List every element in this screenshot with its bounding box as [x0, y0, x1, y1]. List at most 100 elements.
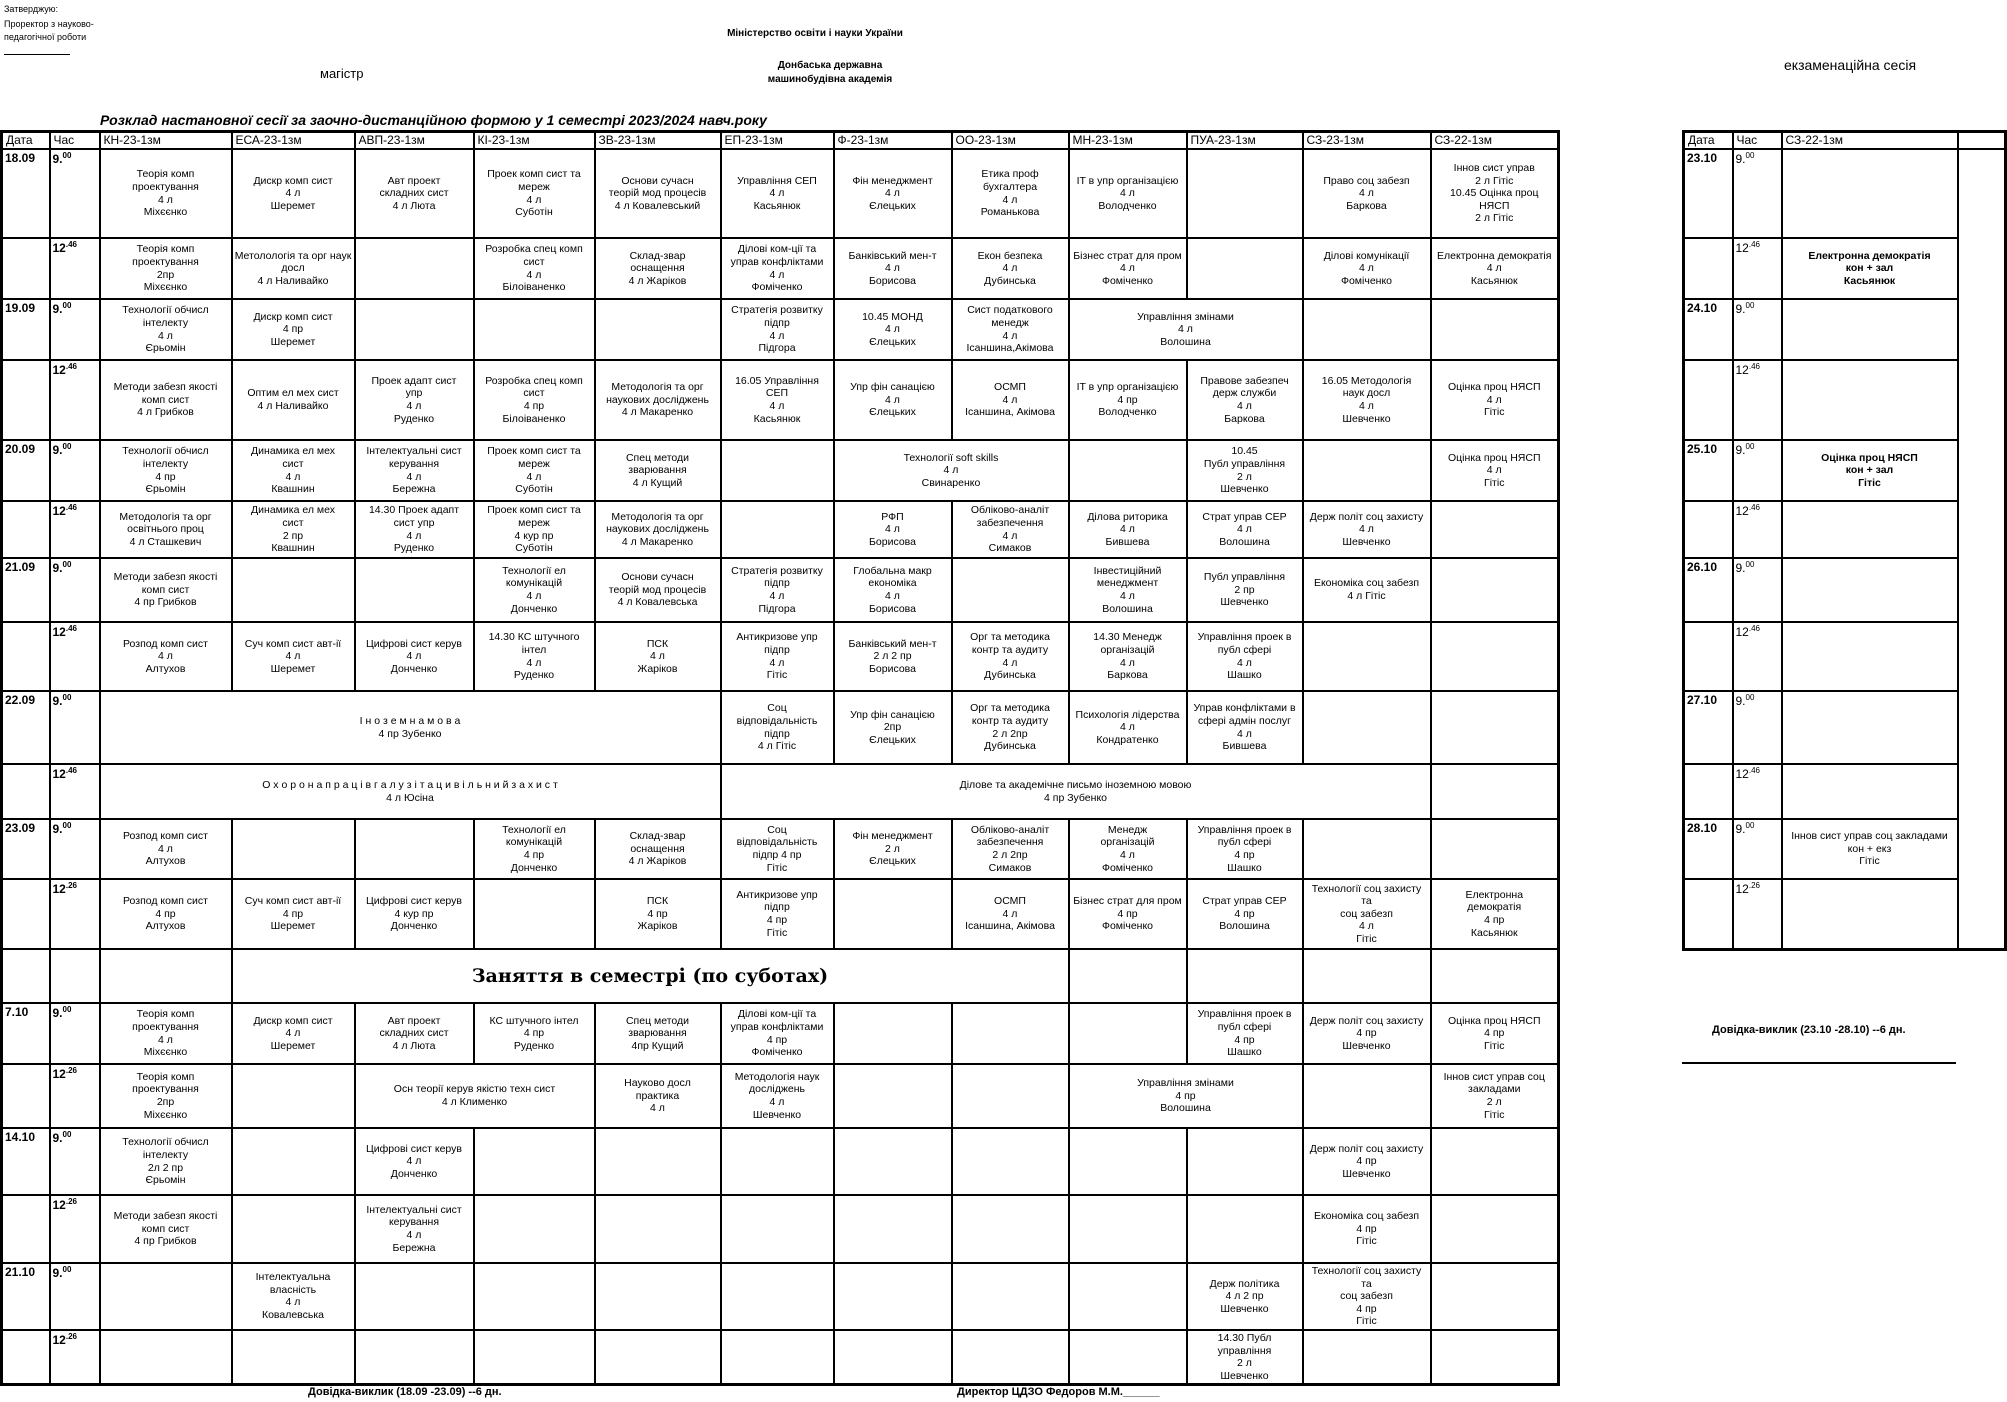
class-cell: [1067, 439, 1188, 502]
date-cell: [1682, 237, 1734, 300]
time-cell: 12.46: [1731, 763, 1783, 820]
column-header: ЕП-23-1зм: [719, 130, 835, 150]
class-cell: [1301, 298, 1432, 361]
table-row: 12.26 14.30 Публ управління 2 л Шевченко: [0, 1328, 1560, 1386]
class-cell: [832, 878, 953, 950]
class-cell: Страт управ СЕР 4 пр Волошина: [1185, 878, 1304, 950]
class-cell: [719, 1127, 835, 1196]
time-hour: 9.: [52, 822, 63, 836]
exam-cell: [1780, 298, 1959, 361]
class-cell: Розпод комп сист 4 пр Алтухов: [98, 878, 233, 950]
time-minutes: .46: [65, 624, 77, 633]
time-hour: 9.: [1735, 443, 1746, 457]
class-cell: [832, 1262, 953, 1331]
approval-position-line1: Проректор з науково-: [4, 19, 94, 29]
table-row: 12.46 Теорія комп проектування 2пр Міхєєн…: [0, 237, 1560, 300]
time-minutes: 00: [62, 301, 72, 310]
time-minutes: 00: [62, 693, 72, 702]
time-minutes: .26: [65, 1331, 77, 1341]
time-cell: 9.00: [48, 818, 101, 880]
class-cell: Технології ел комунікацій 4 пр Донченко: [472, 818, 596, 880]
column-header: МН-23-1зм: [1067, 130, 1188, 150]
class-cell: [1067, 1328, 1188, 1386]
class-cell: Управління проек в публ сфері 4 л Шашко: [1185, 621, 1304, 692]
time-minutes: .46: [65, 766, 77, 775]
time-hour: 9.: [52, 694, 63, 708]
class-cell: [719, 500, 835, 559]
class-cell: Економіка соц забезп 4 пр Гітіс: [1301, 1194, 1432, 1264]
time-cell: 9.00: [1731, 298, 1783, 361]
director-signature: Директор ЦДЗО Федоров М.М.______: [957, 1386, 1160, 1398]
column-header: СЗ-22-1зм: [1780, 130, 1959, 150]
class-cell: [593, 1262, 722, 1331]
date-cell: 21.09: [0, 557, 51, 623]
class-cell: Ділові ком-ції та управ конфліктами 4 пр…: [719, 1002, 835, 1065]
table-row: 26.10 9.00: [1682, 557, 2006, 623]
class-cell: Правове забезпеч держ служби 4 л Баркова: [1185, 359, 1304, 441]
time-hour: 9.: [1735, 302, 1746, 316]
signature-line: [4, 54, 70, 55]
class-cell: Фін менеджмент 2 л Єлецьких: [832, 818, 953, 880]
class-cell: [950, 1194, 1070, 1264]
table-row: 12.46: [1682, 359, 2006, 441]
date-cell: 23.09: [0, 818, 51, 880]
class-cell: [719, 1328, 835, 1386]
time-cell: 12.46: [48, 763, 101, 820]
time-cell: 12.46: [1731, 237, 1783, 300]
class-cell: Держ політ соц захисту 4 л Шевченко: [1301, 500, 1432, 559]
column-header: СЗ-22-1зм: [1429, 130, 1560, 150]
class-cell: Ділова риторика 4 л Бившева: [1067, 500, 1188, 559]
class-cell: [719, 1262, 835, 1331]
time-cell: 9.00: [48, 1127, 101, 1196]
time-minutes: 00: [62, 1005, 72, 1014]
class-cell: [230, 1127, 356, 1196]
class-cell: Упр фін санацією 4 л Єлецьких: [832, 359, 953, 441]
class-cell: Дискр комп сист 4 л Шеремет: [230, 148, 356, 239]
class-cell: Авт проект складних сист 4 л Люта: [353, 1002, 475, 1065]
class-cell: Цифрові сист керув 4 кур пр Донченко: [353, 878, 475, 950]
exam-cell: Електронна демократія кон + зал Касьянюк: [1780, 237, 1959, 300]
time-minutes: 00: [62, 560, 72, 569]
class-cell: Дискр комп сист 4 пр Шеремет: [230, 298, 356, 361]
class-cell: [1429, 1127, 1560, 1196]
table-row: 25.10 9.00 Оцінка проц НЯСП кон + зал Гіті…: [1682, 439, 2006, 502]
class-cell: [472, 1328, 596, 1386]
column-header: ПУА-23-1зм: [1185, 130, 1304, 150]
time-cell: 9.00: [1731, 439, 1783, 502]
time-cell: 12.26: [48, 1063, 101, 1129]
table-row: 12.46 Електронна демократія кон + зал Кас…: [1682, 237, 2006, 300]
class-cell: Теорія комп проектування 4 л Міхєєнко: [98, 1002, 233, 1065]
class-cell: Розробка спец комп сист 4 пр Білоіваненк…: [472, 359, 596, 441]
class-cell: [353, 818, 475, 880]
class-cell: 16.05 Методологія наук досл 4 л Шевченко: [1301, 359, 1432, 441]
class-cell: Етика проф бухгалтера 4 л Романькова: [950, 148, 1070, 239]
merged-class-cell: Управління змінами 4 пр Волошина: [1067, 1063, 1304, 1129]
time-minutes: .26: [65, 881, 77, 890]
class-cell: Бізнес страт для пром 4 л Фоміченко: [1067, 237, 1188, 300]
class-cell: Технології обчисл інтелекту 4 л Єрьомін: [98, 298, 233, 361]
class-cell: 16.05 Управління СЕП 4 л Касьянюк: [719, 359, 835, 441]
time-cell: 9.00: [48, 557, 101, 623]
time-minutes: .26: [1748, 881, 1760, 890]
table-row: 12.26: [1682, 878, 2006, 950]
class-cell: Соц відповідальність підпр 4 пр Гітіс: [719, 818, 835, 880]
class-cell: [1429, 1194, 1560, 1264]
class-cell: [1429, 948, 1560, 1004]
class-cell: [1301, 1328, 1432, 1386]
academy-name-line1: Донбаська державна: [777, 60, 883, 71]
schedule-title: Розклад настановної сесії за заочно-дист…: [100, 112, 767, 128]
date-cell: 26.10: [1682, 557, 1734, 623]
time-minutes: .46: [65, 362, 77, 371]
time-hour: 12: [52, 363, 66, 377]
class-cell: [950, 1063, 1070, 1129]
class-cell: [1429, 763, 1560, 820]
class-cell: Методологія та орг освітнього проц 4 л С…: [98, 500, 233, 559]
class-cell: Держ політика 4 л 2 пр Шевченко: [1185, 1262, 1304, 1331]
time-hour: 12: [52, 241, 66, 255]
class-cell: Цифрові сист керув 4 л Донченко: [353, 621, 475, 692]
time-minutes: 00: [1745, 301, 1755, 310]
time-cell: 9.00: [48, 1002, 101, 1065]
class-cell: [353, 557, 475, 623]
class-cell: [472, 298, 596, 361]
time-minutes: 00: [1745, 693, 1755, 702]
